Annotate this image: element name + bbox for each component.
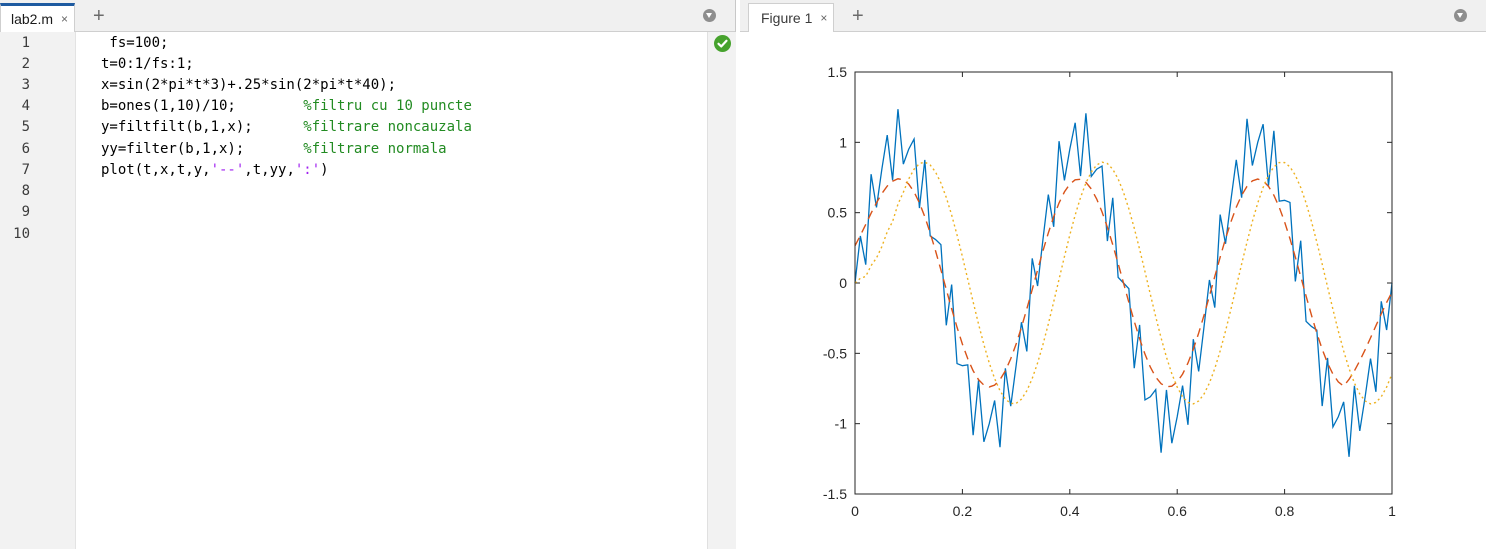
code-text: ,t,yy, xyxy=(244,162,295,178)
code-comment: %filtrare normala xyxy=(303,141,447,157)
x-tick-label: 0.8 xyxy=(1275,503,1295,519)
tab-figure-1[interactable]: Figure 1 × xyxy=(748,3,835,32)
tab-label: Figure 1 xyxy=(761,10,813,26)
code-string: '--' xyxy=(210,162,245,178)
code-line-4[interactable]: b=ones(1,10)/10; %filtru cu 10 puncte xyxy=(101,96,472,117)
code-line-6[interactable]: yy=filter(b,1,x); %filtrare normala xyxy=(101,139,447,160)
check-circle-icon xyxy=(714,35,731,52)
x-tick-label: 0.6 xyxy=(1167,503,1187,519)
code-comment: %filtrare noncauzala xyxy=(303,119,472,135)
line-number: 3 xyxy=(21,77,30,93)
line-chart[interactable]: 0 0.2 0.4 0.6 0.8 1 1.5 1 0.5 0 -0.5 -1 -1.5 xyxy=(740,32,1486,549)
tab-label: lab2.m xyxy=(11,11,54,27)
line-number: 4 xyxy=(21,98,30,114)
figure-panel: Figure 1 × + 0 0.2 0.4 0.6 0.8 1 1.5 1 0.5 0 -0.5 -… xyxy=(740,0,1486,549)
code-string: ':' xyxy=(294,162,321,178)
code-text: t=0:1/fs:1; xyxy=(101,56,194,72)
editor-tabbar: lab2.m × + xyxy=(0,0,735,32)
y-tick-label: -0.5 xyxy=(823,345,847,361)
code-text: yy=filter(b,1,x); xyxy=(101,141,304,157)
y-tick-label: 0.5 xyxy=(828,205,848,221)
y-tick-label: -1 xyxy=(835,416,848,432)
line-number: 5 xyxy=(21,119,30,135)
x-tick-label: 0.2 xyxy=(953,503,973,519)
code-line-7[interactable]: plot(t,x,t,y,'--',t,yy,':') xyxy=(101,160,329,181)
y-tick-label: 1.5 xyxy=(828,64,848,80)
code-line-3[interactable]: x=sin(2*pi*t*3)+.25*sin(2*pi*t*40); xyxy=(101,75,396,96)
y-tick-label: -1.5 xyxy=(823,486,847,502)
close-tab-icon[interactable]: × xyxy=(820,11,828,25)
code-text: x=sin(2*pi*t*3)+.25*sin(2*pi*t*40); xyxy=(101,77,397,93)
axes-box xyxy=(854,71,1393,495)
x-tick-label: 0.4 xyxy=(1060,503,1080,519)
code-line-5[interactable]: y=filtfilt(b,1,x); %filtrare noncauzala xyxy=(101,117,472,138)
series-yy-filter[interactable] xyxy=(854,161,1393,405)
line-number: 10 xyxy=(13,226,30,242)
panel-menu-icon[interactable] xyxy=(703,9,716,22)
panel-menu-icon[interactable] xyxy=(1454,9,1467,22)
code-text: y=filtfilt(b,1,x); xyxy=(101,119,304,135)
code-text: fs=100; xyxy=(101,35,169,51)
line-number: 6 xyxy=(21,141,30,157)
series-y-filtfilt[interactable] xyxy=(854,178,1393,388)
code-text: plot(t,x,t,y, xyxy=(101,162,211,178)
new-tab-plus-icon[interactable]: + xyxy=(93,5,105,27)
x-tick-label: 1 xyxy=(1388,503,1396,519)
tab-lab2-m[interactable]: lab2.m × xyxy=(0,3,76,32)
x-tick-label: 0 xyxy=(851,503,859,519)
figure-tabbar: Figure 1 × + xyxy=(740,0,1486,32)
new-tab-plus-icon[interactable]: + xyxy=(852,5,864,27)
line-number: 7 xyxy=(21,162,30,178)
code-line-1[interactable]: fs=100; xyxy=(101,33,168,54)
line-number: 2 xyxy=(21,56,30,72)
line-number: 8 xyxy=(21,183,30,199)
line-number: 1 xyxy=(21,35,30,51)
editor-panel: lab2.m × + 1 2 3 4 5 6 7 8 9 10 fs=100; … xyxy=(0,0,736,549)
code-comment: %filtru cu 10 puncte xyxy=(303,98,472,114)
close-tab-icon[interactable]: × xyxy=(61,12,69,26)
line-number: 9 xyxy=(21,204,30,220)
code-line-2[interactable]: t=0:1/fs:1; xyxy=(101,54,194,75)
code-text: ) xyxy=(320,162,329,178)
line-number-gutter: 1 2 3 4 5 6 7 8 9 10 xyxy=(0,32,76,549)
editor-scrollbar[interactable] xyxy=(707,32,736,549)
y-tick-label: 0 xyxy=(839,275,847,291)
y-tick-label: 1 xyxy=(839,134,847,150)
code-text: b=ones(1,10)/10; xyxy=(101,98,304,114)
